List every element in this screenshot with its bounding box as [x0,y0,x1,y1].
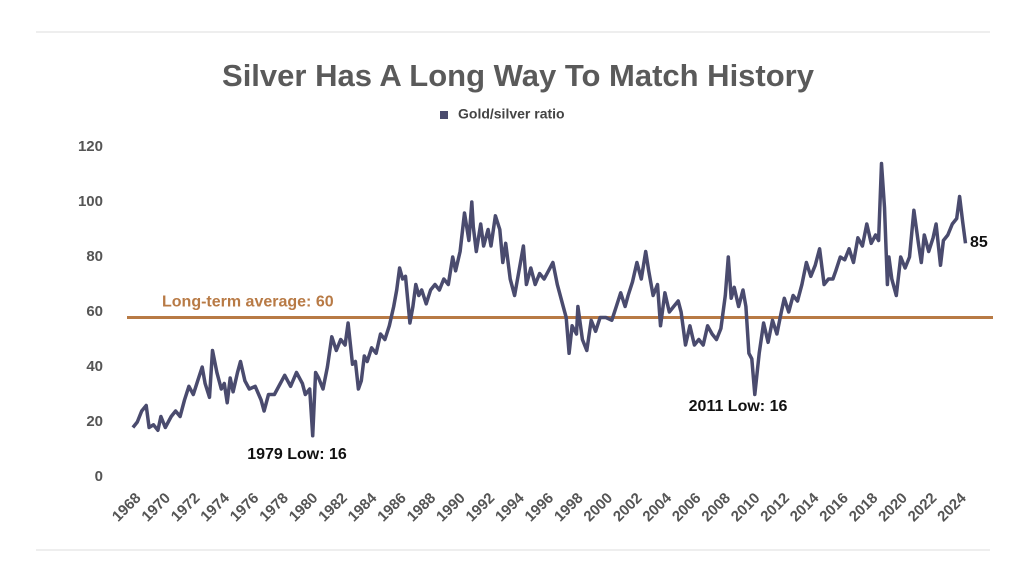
x-tick-label: 2024 [934,489,970,525]
data-line [131,161,968,438]
x-tick-label: 1980 [286,490,322,526]
x-tick-label: 1990 [433,490,469,526]
x-tick-label: 2000 [580,490,616,526]
x-tick-label: 2002 [610,490,646,526]
x-tick-label: 2018 [846,490,882,526]
x-tick-label: 1972 [168,490,204,526]
x-tick-label: 2020 [875,490,911,526]
x-tick-label: 2014 [787,489,823,525]
x-tick-label: 1970 [138,490,174,526]
x-tick-label: 2004 [639,489,675,525]
chart-title: Silver Has A Long Way To Match History [222,58,815,93]
x-tick-label: 2022 [905,490,941,526]
x-tick-label: 1984 [345,489,381,525]
x-tick-label: 2016 [816,490,852,526]
y-tick-label: 80 [86,248,103,265]
y-tick-label: 40 [86,358,103,375]
x-tick-label: 1988 [404,490,440,526]
average-label: Long-term average: 60 [162,294,334,311]
y-tick-label: 20 [86,413,103,430]
y-tick-label: 100 [78,193,103,210]
y-tick-label: 0 [95,468,103,485]
x-tick-label: 1974 [197,489,233,525]
x-tick-label: 1992 [463,490,499,526]
y-tick-label: 120 [78,138,103,155]
annotation: 1979 Low: 16 [247,446,347,463]
x-tick-label: 1982 [315,490,351,526]
x-tick-label: 1976 [227,490,263,526]
x-tick-label: 2012 [757,490,793,526]
legend-label: Gold/silver ratio [458,106,565,122]
x-tick-label: 1978 [256,490,292,526]
x-tick-label: 1996 [522,490,558,526]
legend-swatch [440,111,448,119]
y-tick-label: 60 [86,303,103,320]
annotation: 2011 Low: 16 [689,398,788,415]
x-tick-label: 2010 [728,490,764,526]
x-tick-label: 1994 [492,489,528,525]
x-tick-label: 2006 [669,490,705,526]
x-tick-label: 1986 [374,490,410,526]
x-tick-label: 1998 [551,490,587,526]
annotation: 85 [970,234,988,251]
x-tick-label: 2008 [698,490,734,526]
x-tick-label: 1968 [109,490,145,526]
